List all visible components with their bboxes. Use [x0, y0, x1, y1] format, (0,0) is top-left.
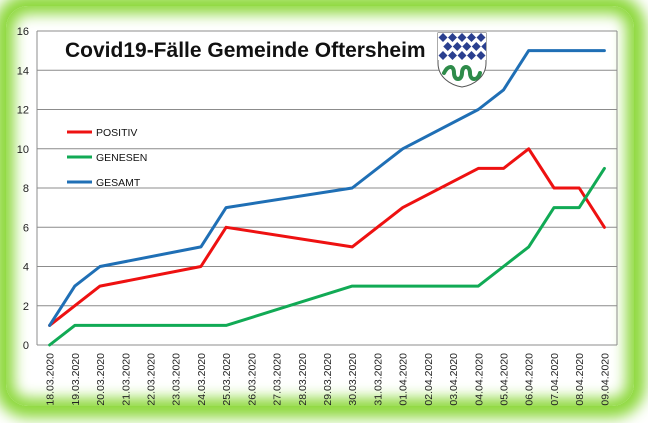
- x-tick-label: 26.03.2020: [246, 353, 258, 406]
- y-tick-label: 8: [23, 183, 29, 195]
- emblem-lozenge: [476, 51, 486, 60]
- series-line-gesamt: [48, 49, 606, 327]
- emblem-lozenge: [457, 33, 467, 42]
- y-tick-label: 4: [23, 262, 29, 274]
- gridlines: [36, 30, 618, 346]
- y-axis-ticks: 0 2 4 6 8 10 12 14 16: [17, 26, 29, 352]
- emblem-lozenge: [438, 33, 448, 42]
- x-tick-label: 28.03.2020: [297, 353, 309, 406]
- series-line-positiv: [48, 147, 606, 327]
- y-tick-label: 12: [17, 105, 29, 117]
- green-glow-frame: [6, 6, 634, 406]
- coat-of-arms-icon: [437, 32, 487, 88]
- emblem-lozenge: [443, 42, 453, 51]
- x-tick-label: 19.03.2020: [70, 353, 82, 406]
- y-tick-label: 2: [23, 301, 29, 313]
- emblem-lozenge: [471, 42, 481, 51]
- x-tick-label: 29.03.2020: [322, 353, 334, 406]
- x-tick-label: 03.04.2020: [448, 353, 460, 406]
- x-tick-label: 01.04.2020: [398, 353, 410, 406]
- x-tick-label: 30.03.2020: [347, 353, 359, 406]
- series-line-genesen: [48, 166, 606, 347]
- y-tick-label: 14: [17, 65, 29, 77]
- chart-title: Covid19-Fälle Gemeinde Oftersheim: [65, 39, 426, 62]
- x-tick-label: 20.03.2020: [95, 353, 107, 406]
- x-tick-label: 04.04.2020: [473, 353, 485, 406]
- x-tick-label: 21.03.2020: [120, 353, 132, 406]
- y-tick-label: 0: [23, 340, 29, 352]
- x-tick-label: 09.04.2020: [599, 353, 611, 406]
- emblem-lozenge: [457, 51, 467, 60]
- x-tick-label: 02.04.2020: [423, 353, 435, 406]
- x-tick-label: 06.04.2020: [524, 353, 536, 406]
- emblem-lozenge: [452, 42, 462, 51]
- x-axis-ticks: 18.03.2020 19.03.2020 20.03.2020 21.03.2020…: [45, 353, 612, 406]
- emblem-lozenge: [481, 42, 486, 51]
- emblem-lozenge: [438, 51, 448, 60]
- x-tick-label: 05.04.2020: [499, 353, 511, 406]
- legend-label-genesen: GENESEN: [96, 152, 147, 164]
- legend-label-gesamt: GESAMT: [96, 177, 141, 189]
- legend-label-positiv: POSITIV: [96, 127, 137, 139]
- x-tick-label: 31.03.2020: [372, 353, 384, 406]
- x-tick-label: 07.04.2020: [549, 353, 561, 406]
- series-lines: [48, 49, 606, 347]
- y-tick-label: 10: [17, 144, 29, 156]
- x-tick-label: 24.03.2020: [196, 353, 208, 406]
- legend: POSITIV GENESEN GESAMT: [67, 127, 147, 189]
- x-tick-label: 23.03.2020: [171, 353, 183, 406]
- y-tick-label: 6: [23, 222, 29, 234]
- emblem-lozenge: [448, 51, 457, 60]
- x-tick-label: 18.03.2020: [45, 353, 57, 406]
- x-tick-label: 25.03.2020: [221, 353, 233, 406]
- emblem-lozenge: [462, 42, 472, 51]
- x-tick-label: 08.04.2020: [574, 353, 586, 406]
- x-tick-label: 27.03.2020: [272, 353, 284, 406]
- emblem-lozenge: [476, 33, 486, 42]
- emblem-lozenge: [467, 51, 476, 60]
- y-tick-label: 16: [17, 26, 29, 38]
- emblem-lozenge: [467, 33, 476, 42]
- x-tick-label: 22.03.2020: [145, 353, 157, 406]
- emblem-lozenge: [448, 33, 457, 42]
